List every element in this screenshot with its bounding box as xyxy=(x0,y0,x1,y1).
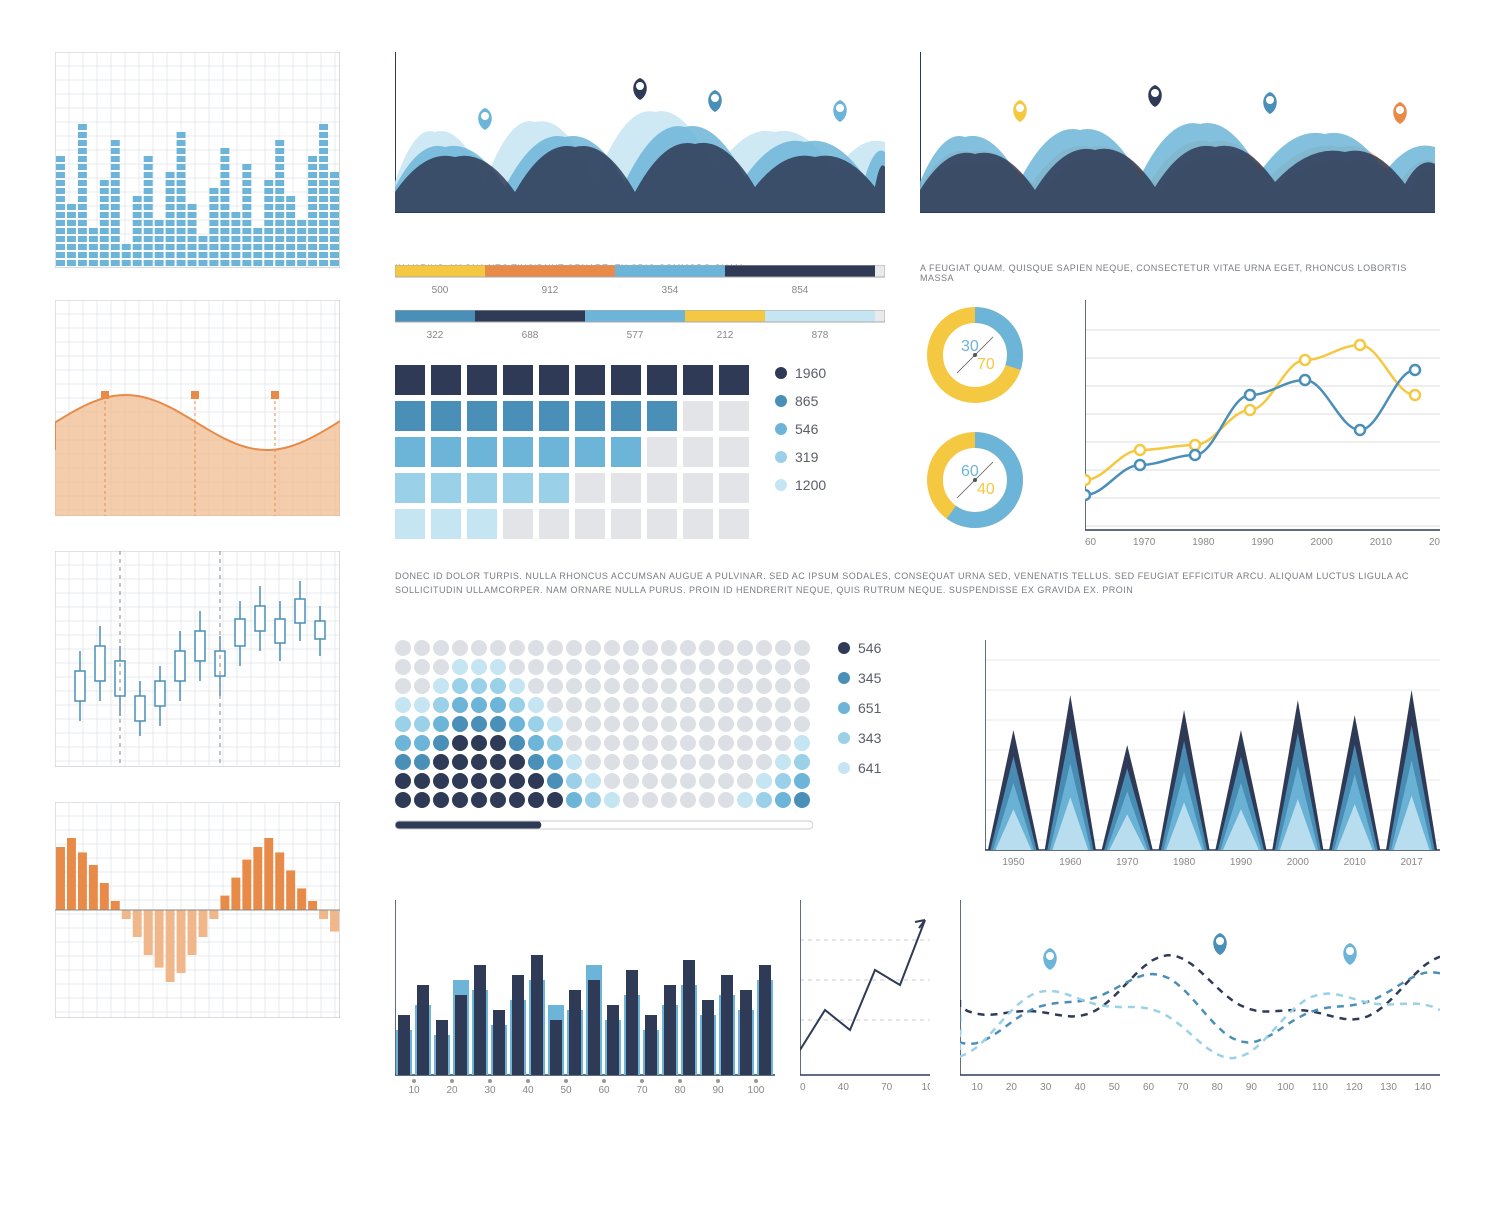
svg-text:50: 50 xyxy=(560,1085,572,1095)
svg-text:2017: 2017 xyxy=(1429,537,1440,548)
svg-text:10: 10 xyxy=(972,1082,984,1093)
svg-text:40: 40 xyxy=(522,1085,534,1095)
svg-text:40: 40 xyxy=(838,1082,850,1093)
svg-text:2010: 2010 xyxy=(1370,537,1393,548)
svg-text:577: 577 xyxy=(627,330,644,341)
svg-text:20: 20 xyxy=(446,1085,458,1095)
legend-item: 546 xyxy=(838,640,881,656)
svg-text:10: 10 xyxy=(800,1082,806,1093)
svg-text:90: 90 xyxy=(1246,1082,1258,1093)
left-panel-4 xyxy=(55,802,340,1023)
legend-item: 651 xyxy=(838,700,881,716)
left-panel-2 xyxy=(55,300,340,521)
donut-charts: 30 70 60 40 xyxy=(920,300,1030,540)
svg-text:30: 30 xyxy=(484,1085,496,1095)
svg-text:30: 30 xyxy=(1040,1082,1052,1093)
svg-text:2017: 2017 xyxy=(1400,857,1423,868)
svg-text:1990: 1990 xyxy=(1230,857,1253,868)
body-text: DONEC ID DOLOR TURPIS. NULLA RHONCUS ACC… xyxy=(395,570,1435,597)
svg-text:30: 30 xyxy=(961,338,979,355)
svg-text:60: 60 xyxy=(1143,1082,1155,1093)
svg-text:500: 500 xyxy=(432,285,449,296)
svg-text:120: 120 xyxy=(1346,1082,1363,1093)
svg-text:1960: 1960 xyxy=(1085,537,1097,548)
legend-item: 641 xyxy=(838,760,881,776)
svg-text:1980: 1980 xyxy=(1192,537,1215,548)
svg-text:212: 212 xyxy=(717,330,734,341)
grouped-bar-chart: 10 20 30 40 50 60 70 80 90 100 xyxy=(395,900,775,1100)
svg-text:70: 70 xyxy=(636,1085,648,1095)
svg-text:688: 688 xyxy=(522,330,539,341)
svg-text:2010: 2010 xyxy=(1344,857,1367,868)
legend-item: 345 xyxy=(838,670,881,686)
svg-text:140: 140 xyxy=(1415,1082,1432,1093)
svg-text:1960: 1960 xyxy=(1059,857,1082,868)
svg-text:354: 354 xyxy=(662,285,679,296)
svg-text:1970: 1970 xyxy=(1116,857,1139,868)
svg-text:80: 80 xyxy=(1212,1082,1224,1093)
svg-text:70: 70 xyxy=(1177,1082,1189,1093)
square-grid-chart: 1960 865 546 319 1200 xyxy=(395,365,826,545)
svg-text:70: 70 xyxy=(881,1082,893,1093)
svg-text:854: 854 xyxy=(792,285,809,296)
svg-text:70: 70 xyxy=(977,356,995,373)
svg-text:80: 80 xyxy=(674,1085,686,1095)
legend-item: 343 xyxy=(838,730,881,746)
svg-text:100: 100 xyxy=(748,1085,765,1095)
svg-text:1990: 1990 xyxy=(1251,537,1274,548)
svg-text:110: 110 xyxy=(1312,1082,1328,1093)
svg-text:1970: 1970 xyxy=(1133,537,1156,548)
svg-text:130: 130 xyxy=(1380,1082,1397,1093)
svg-text:60: 60 xyxy=(961,463,979,480)
svg-text:60: 60 xyxy=(598,1085,610,1095)
svg-text:1980: 1980 xyxy=(1173,857,1196,868)
dot-matrix-chart: 546 345 651 343 641 xyxy=(395,640,881,841)
svg-text:2000: 2000 xyxy=(1311,537,1334,548)
small-line-chart: 10 40 70 100 xyxy=(800,900,930,1100)
line-chart: 1960 1970 1980 1990 2000 2010 2017 xyxy=(1085,300,1440,555)
svg-text:2000: 2000 xyxy=(1287,857,1310,868)
svg-text:912: 912 xyxy=(542,285,559,296)
dashed-wave-chart: 10 20 30 40 50 60 70 80 90 100 110 120 130 140 xyxy=(960,900,1440,1100)
left-panel-1 xyxy=(55,52,340,273)
stacked-progress-bars: 500 912 354 854 322 688 577 212 878 xyxy=(395,265,885,349)
cone-chart: 1950 1960 1970 1980 1990 2000 2010 2017 xyxy=(985,640,1440,875)
legend-item: 546 xyxy=(775,421,826,437)
svg-text:20: 20 xyxy=(1006,1082,1018,1093)
svg-text:40: 40 xyxy=(1074,1082,1086,1093)
svg-text:878: 878 xyxy=(812,330,829,341)
svg-text:40: 40 xyxy=(977,481,995,498)
mountain-chart-1: IN VARIUS, MAGNA NEC TINCIDUNT ORNARE, E… xyxy=(395,52,885,273)
legend-item: 865 xyxy=(775,393,826,409)
legend-item: 1200 xyxy=(775,477,826,493)
left-panel-3 xyxy=(55,551,340,772)
svg-text:10: 10 xyxy=(408,1085,420,1095)
svg-text:100: 100 xyxy=(1277,1082,1294,1093)
svg-text:1950: 1950 xyxy=(1002,857,1025,868)
svg-text:100: 100 xyxy=(922,1082,930,1093)
svg-text:50: 50 xyxy=(1109,1082,1121,1093)
mountain-chart-2: A FEUGIAT QUAM. QUISQUE SAPIEN NEQUE, CO… xyxy=(920,52,1435,283)
legend-item: 1960 xyxy=(775,365,826,381)
svg-text:322: 322 xyxy=(427,330,444,341)
svg-text:90: 90 xyxy=(712,1085,724,1095)
legend-item: 319 xyxy=(775,449,826,465)
